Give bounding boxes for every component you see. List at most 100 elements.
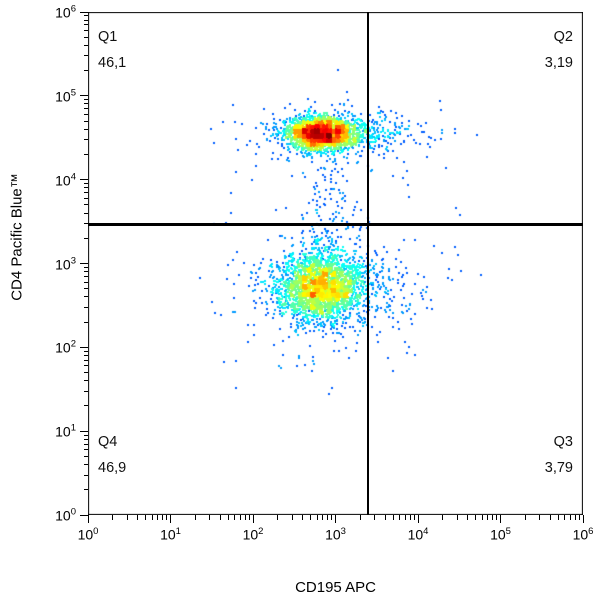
y-tick-label: 106 (55, 3, 76, 21)
y-minor-tick (83, 390, 88, 392)
y-minor-tick (83, 271, 88, 273)
x-tick-label: 106 (572, 526, 594, 543)
y-minor-tick (83, 438, 88, 440)
y-minor-tick (83, 321, 88, 323)
x-minor-tick (219, 515, 221, 520)
q2-value: 3,19 (544, 55, 573, 71)
y-minor-tick (83, 55, 88, 57)
y-minor-tick (83, 15, 88, 17)
x-minor-tick (234, 515, 236, 520)
y-minor-tick (83, 281, 88, 283)
y-major-tick (80, 514, 88, 516)
x-minor-tick (310, 515, 312, 520)
x-minor-tick (239, 515, 241, 520)
y-major-tick (80, 179, 88, 181)
x-minor-tick (496, 515, 498, 520)
q3-name: Q3 (553, 434, 573, 450)
y-minor-tick (83, 237, 88, 239)
quadrant-gate-horizontal[interactable] (88, 223, 583, 226)
y-minor-tick (83, 359, 88, 361)
y-tick-label: 103 (55, 255, 76, 272)
y-minor-tick (83, 449, 88, 451)
x-major-tick (500, 515, 501, 523)
x-minor-tick (244, 515, 246, 520)
x-minor-tick (578, 515, 580, 520)
x-minor-tick (331, 515, 333, 520)
y-minor-tick (83, 365, 88, 367)
y-minor-tick (83, 113, 88, 115)
y-tick-label: 101 (55, 422, 76, 440)
x-minor-tick (302, 515, 304, 520)
y-minor-tick (83, 296, 88, 298)
y-axis-label: CD4 Pacific Blue™ (8, 173, 26, 301)
x-minor-tick (549, 515, 551, 520)
x-minor-tick (316, 515, 318, 520)
quadrant-label-q1: Q1 46,1 (98, 24, 126, 76)
x-minor-tick (481, 515, 483, 520)
quadrant-gate-vertical[interactable] (367, 12, 369, 515)
x-minor-tick (539, 515, 541, 520)
y-major-tick (80, 263, 88, 264)
y-minor-tick (83, 19, 88, 21)
x-minor-tick (492, 515, 493, 520)
y-minor-tick (83, 443, 88, 445)
y-minor-tick (83, 354, 88, 356)
y-major-tick (80, 95, 88, 97)
y-major-tick (80, 346, 88, 348)
x-minor-tick (409, 515, 411, 520)
x-tick-label: 103 (325, 526, 346, 543)
y-tick-label: 100 (55, 506, 76, 524)
x-minor-tick (166, 515, 168, 520)
y-minor-tick (83, 99, 88, 101)
y-minor-tick (83, 266, 88, 268)
y-minor-tick (83, 223, 88, 224)
y-minor-tick (83, 212, 88, 214)
y-minor-tick (83, 288, 88, 290)
x-axis-label: CD195 APC (295, 579, 376, 596)
x-minor-tick (291, 515, 293, 520)
x-minor-tick (574, 515, 576, 520)
q3-value: 3,79 (544, 460, 573, 476)
y-tick-label: 104 (55, 171, 76, 188)
y-minor-tick (83, 183, 88, 184)
x-minor-tick (248, 515, 250, 520)
x-minor-tick (569, 515, 571, 520)
x-minor-tick (467, 515, 469, 520)
x-minor-tick (475, 515, 477, 520)
quadrant-label-q2: Q2 3,19 (545, 24, 573, 76)
x-minor-tick (112, 515, 114, 520)
x-tick-label: 101 (160, 526, 181, 543)
x-major-tick (582, 515, 584, 523)
y-minor-tick (83, 434, 88, 436)
q4-name: Q4 (98, 434, 118, 450)
x-minor-tick (162, 515, 163, 520)
y-minor-tick (83, 36, 88, 38)
y-minor-tick (83, 306, 88, 308)
x-minor-tick (442, 515, 444, 520)
quadrant-label-q4: Q4 46,9 (98, 429, 126, 481)
x-major-tick (252, 515, 254, 523)
x-major-tick (87, 515, 89, 523)
y-minor-tick (83, 44, 88, 46)
x-minor-tick (413, 515, 415, 520)
x-tick-label: 105 (490, 526, 511, 543)
y-minor-tick (83, 464, 88, 466)
x-minor-tick (374, 515, 376, 520)
x-major-tick (417, 515, 419, 523)
plot-area: Q1 46,1 Q2 3,19 Q3 3,79 Q4 46,9 (88, 12, 583, 515)
y-minor-tick (83, 153, 88, 155)
y-minor-tick (83, 70, 88, 72)
x-tick-label: 104 (407, 526, 429, 543)
y-tick-label: 102 (55, 339, 76, 356)
y-minor-tick (83, 30, 88, 32)
y-minor-tick (83, 275, 88, 277)
y-minor-tick (83, 139, 88, 141)
x-minor-tick (392, 515, 394, 520)
y-minor-tick (83, 372, 88, 374)
y-minor-tick (83, 120, 88, 122)
x-tick-label: 100 (77, 526, 99, 543)
scatter-density-canvas (88, 12, 583, 515)
x-minor-tick (524, 515, 526, 520)
x-tick-label: 102 (242, 526, 264, 543)
